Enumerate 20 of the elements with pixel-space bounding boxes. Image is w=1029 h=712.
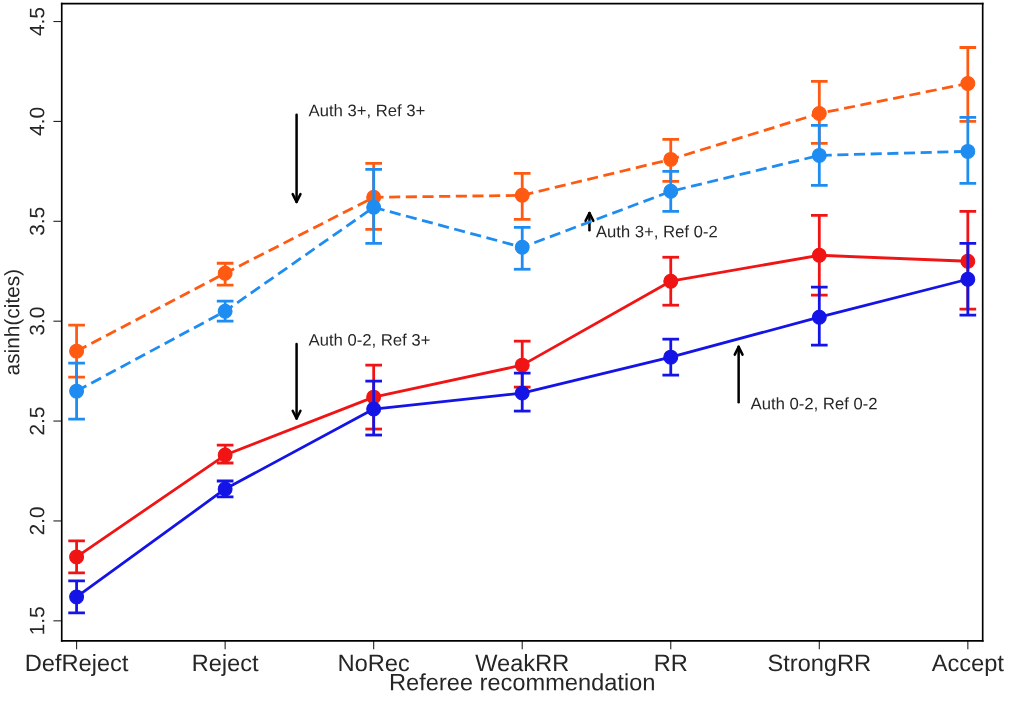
y-tick-label: 2.0 xyxy=(29,507,45,535)
y-tick-label: 4.0 xyxy=(29,107,45,136)
annotation: Auth 3+, Ref 3+ xyxy=(308,104,425,119)
y-tick-label: 3.5 xyxy=(29,207,45,235)
y-tick-label: 1.5 xyxy=(29,607,45,634)
x-axis-title: Referee recommendation xyxy=(390,673,654,691)
x-tick-label: Reject xyxy=(193,653,259,676)
annotation: Auth 0-2, Ref 3+ xyxy=(308,333,430,348)
x-tick-label: NoRec xyxy=(339,654,410,672)
x-tick-label: WeakRR xyxy=(475,653,569,672)
y-axis-title: asinh(cites) xyxy=(4,270,24,375)
annotation: Auth 3+, Ref 0-2 xyxy=(595,225,717,240)
x-tick-label: StrongRR xyxy=(768,654,871,676)
y-tick-label: 4.5 xyxy=(29,7,45,36)
y-tick-label: 3.0 xyxy=(29,307,45,335)
x-tick-label: Accept xyxy=(931,654,1004,676)
x-tick-label: DefReject xyxy=(26,653,129,676)
y-tick-label: 2.5 xyxy=(29,407,45,435)
annotation: Auth 0-2, Ref 0-2 xyxy=(750,397,877,412)
x-tick-label: RR xyxy=(655,654,687,672)
